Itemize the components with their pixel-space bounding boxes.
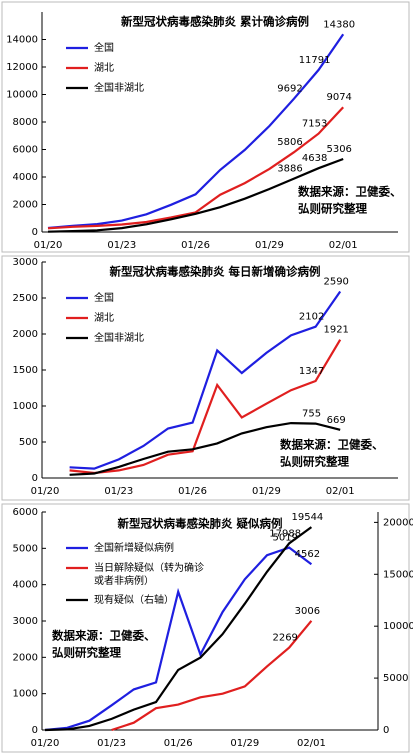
- series-line: [69, 421, 341, 476]
- y-tick-label: 0: [32, 227, 38, 238]
- y-tick-label: 5000: [13, 543, 38, 554]
- y-tick-label: 500: [19, 437, 38, 448]
- y-tick-label: 6000: [13, 145, 38, 156]
- data-label: 19544: [291, 512, 323, 523]
- y-tick-label: 0: [32, 473, 38, 484]
- data-label: 3886: [277, 164, 302, 175]
- data-label: 669: [327, 415, 346, 426]
- series-line: [47, 157, 344, 233]
- series-line: [111, 620, 313, 732]
- y2-tick-label: 0: [383, 725, 389, 736]
- y-tick-label: 3000: [13, 257, 38, 268]
- y-tick-label: 2000: [13, 652, 38, 663]
- data-label: 14380: [323, 19, 355, 30]
- data-label: 1921: [323, 325, 348, 336]
- y-tick-label: 2500: [13, 293, 38, 304]
- data-label: 17988: [269, 528, 301, 539]
- chart-frame: [1, 1, 410, 253]
- x-tick-label: 01/20: [31, 486, 60, 497]
- data-label: 1347: [299, 366, 324, 377]
- data-label: 5019: [272, 533, 297, 544]
- legend-label: 全国非湖北: [94, 81, 144, 94]
- legend-label: 全国非湖北: [94, 331, 144, 344]
- x-tick-label: 01/29: [252, 486, 281, 497]
- y-tick-label: 2000: [13, 200, 38, 211]
- series-line: [44, 546, 313, 732]
- legend-label: 全国: [94, 41, 114, 54]
- chart-title: 新型冠状病毒感染肺炎 累计确诊病例: [121, 15, 309, 29]
- data-label: 9692: [277, 84, 302, 95]
- y-tick-label: 1500: [13, 365, 38, 376]
- y2-tick-label: 10000: [383, 621, 413, 632]
- x-tick-label: 02/01: [297, 738, 326, 749]
- data-label: 9074: [326, 92, 351, 103]
- chart-frame: [1, 255, 410, 501]
- annotation: 弘则研究整理: [52, 646, 121, 660]
- legend-label: 当日解除疑似（转为确诊或者非病例）: [94, 561, 204, 587]
- data-label: 755: [302, 409, 321, 420]
- x-tick-label: 01/23: [97, 738, 126, 749]
- y-tick-label: 6000: [13, 507, 38, 518]
- chart-frame: [1, 503, 410, 753]
- y-tick-label: 2000: [13, 329, 38, 340]
- series-line: [69, 339, 342, 475]
- x-tick-label: 01/23: [104, 486, 133, 497]
- x-tick-label: 01/20: [31, 738, 60, 749]
- x-tick-label: 01/20: [34, 240, 63, 251]
- y-tick-label: 1000: [13, 689, 38, 700]
- chart-title: 新型冠状病毒感染肺炎 每日新增确诊病例: [109, 265, 320, 279]
- legend-label: 湖北: [94, 62, 114, 74]
- x-tick-label: 01/29: [230, 738, 259, 749]
- y2-tick-label: 5000: [383, 673, 408, 684]
- data-label: 4562: [295, 549, 320, 560]
- y-tick-label: 8000: [13, 117, 38, 128]
- data-label: 2269: [272, 633, 297, 644]
- y-tick-label: 1000: [13, 401, 38, 412]
- y-tick-label: 3000: [13, 616, 38, 627]
- x-tick-label: 01/23: [107, 240, 136, 251]
- y-tick-label: 4000: [13, 580, 38, 591]
- series-line: [44, 526, 313, 732]
- x-tick-label: 01/29: [255, 240, 284, 251]
- series-line: [47, 106, 345, 230]
- x-tick-label: 01/26: [178, 486, 207, 497]
- legend-label: 现有疑似（右轴）: [94, 593, 174, 606]
- data-label: 2102: [299, 312, 324, 323]
- annotation: 数据来源：卫健委、: [298, 185, 402, 199]
- legend-label: 湖北: [94, 312, 114, 324]
- y-tick-label: 12000: [6, 62, 38, 73]
- y2-tick-label: 15000: [383, 569, 413, 580]
- data-label: 3006: [295, 606, 320, 617]
- x-tick-label: 02/01: [329, 240, 358, 251]
- data-label: 11791: [299, 55, 331, 66]
- y2-tick-label: 20000: [383, 517, 413, 528]
- legend-label: 全国: [94, 291, 114, 304]
- data-label: 5806: [277, 137, 302, 148]
- y-tick-label: 14000: [6, 35, 38, 46]
- series-line: [47, 33, 345, 230]
- annotation: 弘则研究整理: [280, 455, 349, 469]
- x-tick-label: 02/01: [326, 486, 355, 497]
- y-tick-label: 4000: [13, 172, 38, 183]
- data-label: 7153: [302, 119, 327, 130]
- x-tick-label: 01/26: [181, 240, 210, 251]
- data-label: 5306: [326, 144, 351, 155]
- y-tick-label: 0: [32, 725, 38, 736]
- series-line: [69, 290, 342, 470]
- annotation: 弘则研究整理: [298, 202, 367, 216]
- legend-label: 全国新增疑似病例: [94, 541, 174, 554]
- y-tick-label: 10000: [6, 90, 38, 101]
- chart-title: 新型冠状病毒感染肺炎 疑似病例: [117, 517, 282, 531]
- data-label: 4638: [302, 153, 327, 164]
- annotation: 数据来源：卫健委、: [52, 629, 156, 643]
- data-label: 2590: [323, 277, 348, 288]
- annotation: 数据来源：卫健委、: [280, 438, 384, 452]
- x-tick-label: 01/26: [164, 738, 193, 749]
